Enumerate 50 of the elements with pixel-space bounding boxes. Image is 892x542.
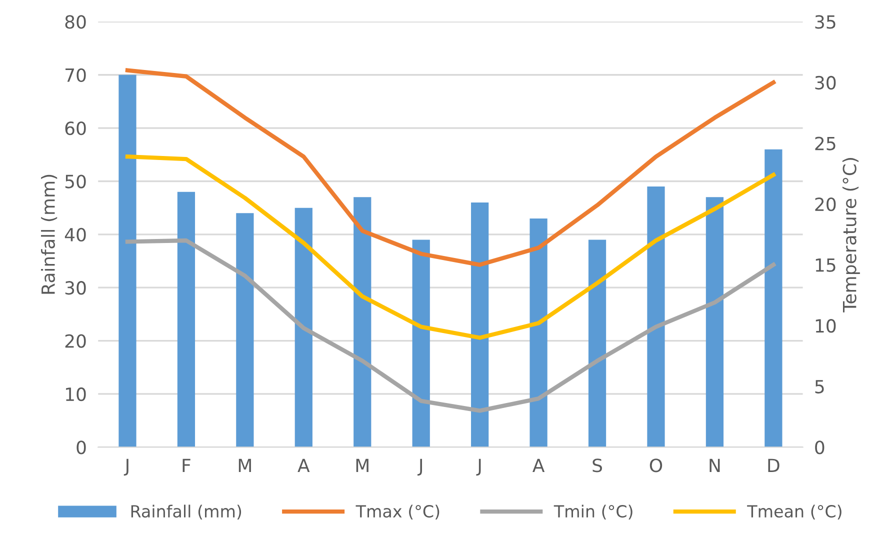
legend-label: Tmin (°C) [554,504,632,520]
y2-tick-label: 15 [816,258,836,272]
bar [530,218,548,448]
y-tick-label: 30 [65,281,86,295]
legend-label: Tmax (°C) [356,504,440,520]
x-tick-label: A [532,458,545,472]
y-tick-label: 0 [76,440,86,454]
y2-tick-label: 5 [815,380,824,394]
y-tick-label: 60 [65,122,86,136]
y2-axis-title: Temperature (°C) [842,158,860,312]
x-tick-label: J [476,458,481,476]
x-tick-label: A [298,458,310,472]
x-tick-label: S [592,458,602,472]
bar [706,197,724,448]
y-tick-label: 80 [65,15,86,29]
legend-label: Tmean (°C) [747,504,842,520]
y2-tick-label: 10 [816,319,836,333]
y-tick-label: 20 [65,334,86,348]
y2-tick-label: 25 [815,136,836,150]
y2-tick-label: 0 [815,440,824,454]
y2-tick-label: 35 [815,15,836,29]
x-tick-label: J [418,458,422,476]
line-series [125,238,776,413]
bar [236,213,254,448]
x-tick-label: D [768,458,780,472]
bar [764,149,782,448]
y2-tick-label: 20 [815,197,836,212]
y-tick-label: 50 [65,174,86,188]
bar [294,208,312,448]
y2-tick-label: 30 [815,76,836,90]
line-series [125,68,776,267]
bar [647,186,665,448]
x-tick-label: F [182,458,190,472]
x-tick-label: J [124,458,128,476]
y-tick-label: 40 [64,228,86,242]
y-tick-label: 10 [66,387,86,402]
bar [118,74,136,448]
x-tick-label: O [650,458,662,472]
bar [412,240,430,448]
line-series [125,154,776,340]
bar [588,240,606,448]
bar [177,192,196,448]
bar [354,197,372,448]
y-axis-title: Rainfall (mm) [41,174,58,294]
x-tick-label: N [710,458,720,472]
bar [471,202,489,448]
x-tick-label: M [356,458,368,472]
x-tick-label: M [238,458,251,472]
legend-label: Rainfall (mm) [131,504,242,520]
y-tick-label: 70 [66,68,86,82]
